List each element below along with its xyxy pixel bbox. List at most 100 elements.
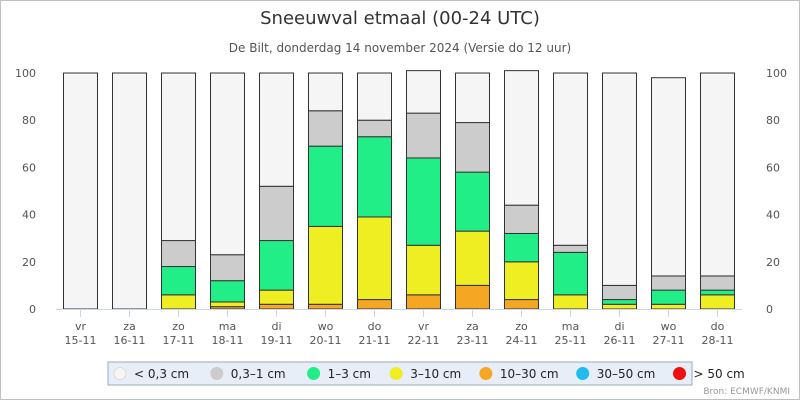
bar-segment[interactable] [504,261,539,301]
bar-segment[interactable] [259,303,294,310]
legend-item[interactable]: 1–3 cm [307,367,371,381]
legend-item[interactable]: 30–50 cm [576,367,656,381]
y-axis-right: 0 20 40 60 80 100 [766,67,787,316]
bar-segment[interactable] [504,70,539,206]
bar-segment[interactable] [504,204,539,234]
bar-stack [63,72,98,310]
bar-segment[interactable] [161,240,196,268]
x-tick-label-date: 23-11 [457,334,489,347]
y-tick-label-left: 80 [22,114,36,127]
x-tick-label-date: 26-11 [604,334,636,347]
bar-segment[interactable] [161,72,196,242]
legend-item[interactable]: 10–30 cm [479,367,559,381]
bar-segment[interactable] [210,280,245,303]
x-axis-labels: vr15-11za16-11zo17-11ma18-11di19-11wo20-… [65,310,733,347]
x-tick-label-date: 24-11 [506,334,538,347]
y-tick-label-left: 0 [29,303,36,316]
bar-segment[interactable] [357,72,392,121]
bar-segment[interactable] [210,254,245,282]
legend-item[interactable]: < 0,3 cm [113,367,189,381]
bar-segment[interactable] [700,72,735,277]
bar-segment[interactable] [455,72,490,124]
bar-stack [357,72,392,310]
x-tick-label-date: 25-11 [555,334,587,347]
bar-segment[interactable] [112,72,147,310]
bar-segment[interactable] [406,157,441,246]
legend-item[interactable]: 3–10 cm [389,367,461,381]
legend-item[interactable]: 0,3–1 cm [210,367,286,381]
bar-stack [553,72,588,310]
bar-segment[interactable] [651,275,686,291]
bar-segment[interactable] [455,171,490,232]
bar-segment[interactable] [210,301,245,308]
bar-segment[interactable] [455,122,490,173]
bar-segment[interactable] [357,299,392,310]
bar-segment[interactable] [406,112,441,159]
bar-stack [700,72,735,310]
bar-segment[interactable] [406,244,441,296]
bar-segment[interactable] [602,72,637,286]
y-tick-label-left: 100 [15,67,36,80]
bar-segment[interactable] [63,72,98,310]
bar-segment[interactable] [357,119,392,138]
legend-label: < 0,3 cm [134,367,189,381]
bar-segment[interactable] [161,294,196,310]
bar-segment[interactable] [308,225,343,305]
y-tick-label-right: 80 [766,114,780,127]
bar-segment[interactable] [406,294,441,310]
bar-segment[interactable] [259,289,294,305]
bar-segment[interactable] [259,185,294,242]
x-tick-label-day: di [614,320,624,333]
bar-segment[interactable] [553,294,588,310]
x-tick-label-day: za [466,320,479,333]
bar-segment[interactable] [553,244,588,253]
bar-segment[interactable] [553,251,588,296]
x-tick-label-day: wo [661,320,677,333]
bar-segment[interactable] [455,230,490,286]
y-tick-label-left: 60 [22,161,36,174]
legend-swatch [576,367,590,380]
bar-segment[interactable] [259,240,294,291]
bar-segment[interactable] [700,275,735,291]
bar-segment[interactable] [504,232,539,263]
x-tick-label-day: zo [172,320,185,333]
bar-segment[interactable] [651,303,686,310]
bar-segment[interactable] [406,70,441,114]
bar-segment[interactable] [504,299,539,310]
bar-segment[interactable] [651,289,686,305]
bar-segment[interactable] [651,77,686,277]
bar-segment[interactable] [455,284,490,310]
y-axis-left: 0 20 40 60 80 100 [15,67,36,316]
bar-segment[interactable] [602,284,637,301]
x-tick-label-date: 21-11 [359,334,391,347]
bar-segment[interactable] [357,136,392,218]
legend-swatch [307,367,321,380]
x-tick-label-date: 20-11 [310,334,342,347]
bar-stack [308,72,343,310]
bar-segment[interactable] [602,303,637,310]
y-tick-label-right: 40 [766,209,780,222]
legend-label: 10–30 cm [500,367,559,381]
legend-label: 0,3–1 cm [231,367,286,381]
bar-segment[interactable] [308,72,343,112]
bar-stack [504,70,539,310]
bar-stack [161,72,196,310]
x-tick-label-date: 17-11 [163,334,195,347]
bar-segment[interactable] [308,110,343,147]
bar-segment[interactable] [259,72,294,187]
bar-segment[interactable] [700,294,735,310]
bar-segment[interactable] [308,303,343,310]
bar-segment[interactable] [210,72,245,256]
legend-label: 1–3 cm [328,367,371,381]
bar-segment[interactable] [553,72,588,246]
bar-segment[interactable] [308,145,343,227]
y-tick-label-left: 40 [22,209,36,222]
source-credit: Bron: ECMWF/KNMI [703,387,790,397]
bar-segment[interactable] [700,289,735,296]
legend-item[interactable]: > 50 cm [673,367,745,381]
bar-segment[interactable] [602,299,637,305]
x-tick-label-day: do [368,320,382,333]
bar-segment[interactable] [161,266,196,296]
bar-segment[interactable] [357,216,392,301]
